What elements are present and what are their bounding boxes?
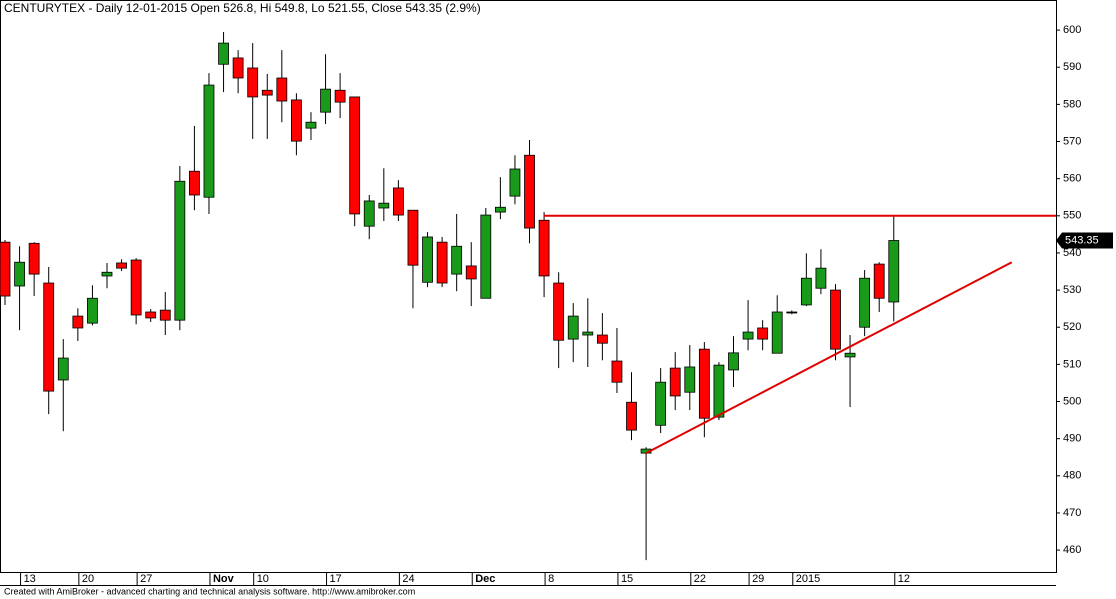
- x-tick-label: 20: [82, 573, 94, 585]
- candle-body: [786, 311, 798, 314]
- x-tick-label: Dec: [475, 573, 495, 585]
- candle-body: [87, 297, 98, 324]
- footer: Created with AmiBroker - advanced charti…: [4, 586, 415, 596]
- candle-body: [0, 241, 11, 297]
- y-tick-label: 520: [1063, 321, 1081, 333]
- candle-body: [567, 315, 579, 340]
- candle-body: [655, 381, 667, 426]
- x-tick-label: 27: [140, 573, 152, 585]
- candle-body: [815, 267, 827, 289]
- candle-body: [888, 240, 900, 303]
- candle-body: [480, 214, 492, 299]
- candle-body: [28, 242, 40, 275]
- y-tick-label: 600: [1063, 24, 1081, 36]
- candle-body: [830, 289, 841, 350]
- y-tick-label: 470: [1063, 507, 1081, 519]
- chart-title: CENTURYTEX - Daily 12-01-2015 Open 526.8…: [4, 1, 481, 15]
- y-tick-label: 490: [1063, 433, 1081, 445]
- candle-body: [553, 282, 565, 341]
- candle-body: [407, 209, 419, 266]
- y-tick-label: 550: [1063, 210, 1081, 222]
- y-tick-label: 530: [1063, 284, 1081, 296]
- candle-body: [742, 331, 754, 340]
- candle-body: [844, 352, 856, 358]
- candle-body: [684, 366, 696, 393]
- candle-body: [378, 202, 390, 209]
- candle-body: [538, 219, 550, 277]
- candle-body: [494, 206, 506, 213]
- y-tick-label: 590: [1063, 61, 1081, 73]
- candle-body: [611, 360, 623, 383]
- candle-body: [174, 180, 186, 321]
- candle-body: [334, 89, 346, 103]
- candle-body: [145, 311, 157, 319]
- candle-body: [276, 77, 288, 102]
- y-tick-label: 510: [1063, 358, 1081, 370]
- candle-body: [247, 67, 259, 98]
- x-tick-label: 29: [752, 573, 764, 585]
- candle-body: [728, 352, 739, 371]
- candle-body: [465, 265, 477, 280]
- candle-body: [509, 168, 521, 197]
- x-tick-label: 10: [257, 573, 269, 585]
- y-tick-label: 580: [1063, 98, 1081, 110]
- candle-body: [451, 245, 463, 275]
- candle-body: [261, 89, 273, 96]
- candle-body: [72, 315, 84, 329]
- price-marker: [1056, 232, 1113, 249]
- candle-body: [349, 96, 361, 215]
- candle-body: [232, 57, 244, 79]
- candle-body: [57, 357, 69, 381]
- candle-body: [320, 88, 331, 113]
- y-tick-label: 570: [1063, 135, 1081, 147]
- candle-body: [305, 121, 317, 129]
- y-tick-label: 480: [1063, 470, 1081, 482]
- x-tick-label: Nov: [213, 573, 235, 585]
- candle-body: [290, 99, 302, 142]
- candle-body: [436, 241, 448, 284]
- candle-body: [800, 277, 812, 306]
- candle-body: [524, 154, 535, 229]
- candle-body: [218, 42, 229, 65]
- candle-body: [873, 263, 885, 299]
- x-tick-label: 8: [548, 573, 554, 585]
- candle-body: [669, 367, 681, 397]
- candle-body: [859, 277, 871, 328]
- price-marker-label: 543.35: [1065, 234, 1099, 246]
- x-tick-label: 17: [330, 573, 342, 585]
- candle-body: [43, 282, 55, 392]
- candle-body: [626, 401, 637, 431]
- candle-body: [116, 262, 127, 269]
- x-tick-label: 22: [694, 573, 706, 585]
- candle-body: [14, 261, 25, 287]
- x-tick-label: 13: [24, 573, 36, 585]
- x-tick-label: 12: [898, 573, 910, 585]
- candle-body: [101, 271, 113, 277]
- candle-body: [159, 309, 171, 321]
- candle-body: [698, 348, 710, 419]
- y-tick-label: 460: [1063, 544, 1081, 556]
- candle-body: [771, 311, 783, 354]
- candle-body: [596, 334, 608, 344]
- x-tick-label: 2015: [796, 573, 820, 585]
- y-tick-label: 560: [1063, 173, 1081, 185]
- candle-body: [130, 259, 142, 316]
- y-tick-label: 500: [1063, 395, 1081, 407]
- x-tick-label: 15: [621, 573, 633, 585]
- candle-body: [713, 364, 725, 418]
- candle-body: [757, 327, 769, 340]
- trend-line: [645, 261, 1013, 455]
- candle-body: [392, 187, 404, 216]
- x-tick-label: 24: [402, 573, 414, 585]
- candle-body: [203, 84, 215, 198]
- candle-body: [189, 170, 200, 196]
- candle-body: [363, 200, 375, 227]
- y-tick-label: 540: [1063, 247, 1081, 259]
- candle-body: [422, 236, 433, 283]
- candle-body: [582, 331, 594, 336]
